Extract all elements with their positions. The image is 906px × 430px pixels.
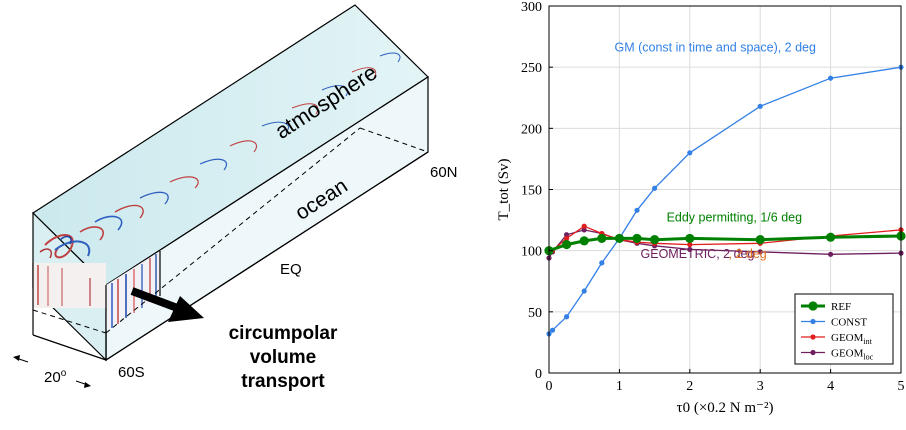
- y-tick-label: 200: [521, 122, 542, 137]
- series-point-const: [652, 185, 658, 191]
- ocean-box-outline: [32, 151, 429, 361]
- chart-annotation: GM (const in time and space), 2 deg: [614, 40, 816, 54]
- x-tick-label: 1: [616, 379, 623, 394]
- legend-entry-label: GEOMint: [831, 332, 873, 346]
- svg-text:20o: 20o: [44, 368, 67, 386]
- width-unit-label: o: [61, 368, 67, 379]
- chart-annotations: GM (const in time and space), 2 deg Eddy …: [614, 40, 816, 261]
- series-point-const: [687, 150, 693, 156]
- lat-60n-label: 60N: [430, 164, 458, 181]
- ocean-section-left: [33, 263, 106, 308]
- eq-label: EQ: [280, 261, 302, 278]
- series-point-geom-loc: [687, 246, 693, 253]
- series-point-const: [564, 314, 570, 320]
- transport-line-1: circumpolar: [229, 323, 338, 344]
- width-label: 20: [44, 369, 61, 386]
- series-line-geom-int: [549, 225, 902, 252]
- y-tick-label: 250: [521, 61, 542, 76]
- y-tick-label: 100: [521, 245, 542, 260]
- chart-annotation: , 2 deg: [729, 247, 767, 261]
- y-tick-label: 150: [521, 184, 542, 199]
- x-axis-label: τ0 (×0.2 N m⁻²): [677, 400, 774, 416]
- series-point-geom-loc: [564, 232, 570, 238]
- chart-axis-labels: τ0 (×0.2 N m⁻²) T_tot (Sv): [496, 158, 773, 416]
- series-point-ref: [597, 233, 607, 244]
- series-point-geom-loc: [828, 251, 834, 257]
- legend-entry-label: REF: [831, 301, 851, 313]
- x-tick-label: 3: [757, 379, 764, 394]
- transport-line-2: volume: [250, 347, 317, 368]
- legend-swatch-marker: [810, 334, 816, 340]
- series-point-ref: [650, 235, 660, 245]
- y-tick-label: 300: [521, 0, 542, 15]
- series-point-geom-loc: [581, 227, 587, 233]
- chart-annotation: GEOMETRIC, 2 deg: [641, 247, 755, 261]
- series-line-const: [548, 66, 902, 335]
- x-tick-label: 5: [898, 379, 905, 394]
- series-point-ref: [755, 235, 765, 245]
- channel-schematic: atmosphere ocean 60N EQ 60S 20o circumpo…: [13, 4, 458, 392]
- series-point-const: [581, 288, 587, 294]
- legend-swatch-marker: [810, 318, 816, 325]
- series-point-const: [549, 327, 556, 333]
- series-point-geom-int: [687, 241, 693, 248]
- series-point-ref: [614, 233, 624, 244]
- channel-schematic-panel: atmosphere ocean 60N EQ 60S 20o circumpo…: [13, 4, 458, 392]
- series-point-geom-int: [564, 235, 570, 242]
- series-point-const: [599, 260, 605, 266]
- series-point-ref: [826, 232, 836, 242]
- series-point-ref: [579, 236, 589, 246]
- chart-annotation: Eddy permitting, 1/6 deg: [667, 210, 803, 224]
- x-tick-label: 4: [827, 379, 834, 394]
- series-point-ref: [562, 239, 572, 250]
- y-tick-label: 50: [528, 306, 542, 321]
- transport-arrow: [130, 287, 204, 322]
- series-point-const: [828, 75, 834, 81]
- series-point-const: [757, 103, 763, 109]
- transport-line-3: transport: [241, 371, 325, 392]
- lat-60s-label: 60S: [118, 364, 145, 381]
- chart-legend: REF CONST GEOMint GEOMloc: [794, 293, 894, 365]
- legend-swatch-marker: [808, 301, 818, 311]
- y-axis-label: T_tot (Sv): [496, 158, 512, 220]
- legend-entry-label: CONST: [831, 317, 867, 329]
- chart-series: [544, 64, 906, 337]
- transport-chart-panel: 0 1 2 3 4 5 0 50 100 150 200 250 300 GM (const in ti…: [470, 0, 906, 425]
- series-point-geom-int: [581, 223, 587, 229]
- width-indicator: 20o: [13, 355, 91, 388]
- legend-entry-label: GEOMloc: [831, 348, 874, 362]
- eddy-field: [39, 52, 401, 259]
- y-tick-label: 0: [535, 367, 542, 382]
- transport-caption: circumpolar volume transport: [229, 323, 338, 392]
- series-point-ref: [685, 233, 695, 244]
- series-point-ref: [632, 233, 642, 244]
- x-tick-label: 0: [546, 379, 553, 394]
- x-tick-label: 2: [686, 379, 693, 394]
- series-point-geom-loc: [757, 249, 763, 255]
- series-point-const: [634, 207, 640, 213]
- legend-swatch-marker: [810, 349, 816, 356]
